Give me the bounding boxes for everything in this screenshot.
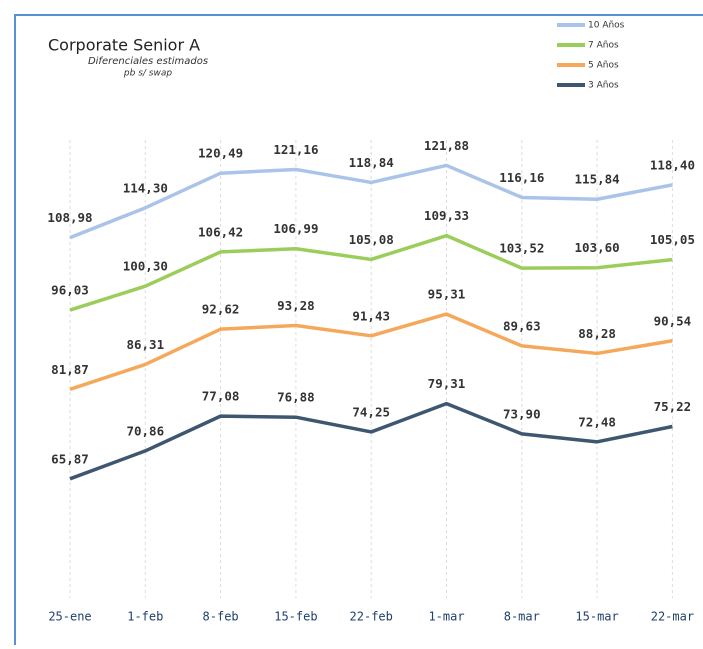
data-label: 72,48 bbox=[578, 414, 616, 429]
legend-label: 5 Años bbox=[588, 61, 619, 71]
data-label: 115,84 bbox=[575, 172, 620, 187]
x-tick-label: 22-mar bbox=[651, 610, 694, 624]
data-label: 103,60 bbox=[575, 240, 620, 255]
data-label: 79,31 bbox=[428, 376, 466, 391]
series-line bbox=[69, 312, 673, 391]
data-label: 118,40 bbox=[650, 157, 695, 172]
legend-label: 10 Años bbox=[588, 21, 625, 31]
data-label: 106,42 bbox=[198, 224, 243, 239]
data-label: 74,25 bbox=[352, 404, 390, 419]
x-tick-label: 15-mar bbox=[575, 610, 618, 624]
data-label: 86,31 bbox=[126, 337, 164, 352]
data-label: 91,43 bbox=[352, 308, 390, 323]
x-tick-label: 22-feb bbox=[350, 610, 393, 624]
data-label: 105,08 bbox=[349, 232, 394, 247]
data-label: 108,98 bbox=[47, 210, 92, 225]
data-label: 121,88 bbox=[424, 138, 469, 153]
chart-subtitle: pb s/ swap bbox=[123, 69, 172, 79]
data-label: 103,52 bbox=[499, 241, 544, 256]
data-label: 75,22 bbox=[654, 399, 692, 414]
data-label: 116,16 bbox=[499, 170, 544, 185]
data-label: 65,87 bbox=[51, 451, 89, 466]
data-label: 109,33 bbox=[424, 208, 469, 223]
data-label: 88,28 bbox=[578, 326, 616, 341]
chart-title: Corporate Senior A bbox=[48, 36, 200, 55]
data-label: 105,05 bbox=[650, 232, 695, 247]
data-label: 90,54 bbox=[654, 313, 692, 328]
x-tick-label: 1-feb bbox=[127, 610, 163, 624]
x-tick-label: 15-feb bbox=[274, 610, 317, 624]
data-label: 120,49 bbox=[198, 146, 243, 161]
data-label: 121,16 bbox=[273, 142, 318, 157]
x-tick-label: 8-mar bbox=[504, 610, 540, 624]
data-label: 118,84 bbox=[349, 155, 394, 170]
data-label: 77,08 bbox=[202, 389, 240, 404]
data-label: 70,86 bbox=[126, 423, 164, 438]
x-tick-label: 8-feb bbox=[203, 610, 239, 624]
data-label: 95,31 bbox=[428, 287, 466, 302]
data-label: 81,87 bbox=[51, 362, 89, 377]
series-line bbox=[69, 401, 673, 481]
series-line bbox=[69, 163, 673, 240]
data-label: 89,63 bbox=[503, 318, 541, 333]
data-label: 73,90 bbox=[503, 406, 541, 421]
x-tick-label: 1-mar bbox=[428, 610, 464, 624]
legend-label: 3 Años bbox=[588, 81, 619, 91]
data-label: 114,30 bbox=[123, 180, 168, 195]
frame bbox=[14, 14, 703, 645]
x-tick-label: 25-ene bbox=[48, 610, 91, 624]
data-label: 93,28 bbox=[277, 298, 315, 313]
data-label: 76,88 bbox=[277, 390, 315, 405]
chart-subtitle: Diferenciales estimados bbox=[88, 56, 208, 67]
data-label: 106,99 bbox=[273, 221, 318, 236]
data-label: 92,62 bbox=[202, 302, 240, 317]
data-label: 96,03 bbox=[51, 283, 89, 298]
data-label: 100,30 bbox=[123, 259, 168, 274]
series-line bbox=[69, 233, 673, 312]
legend-label: 7 Años bbox=[588, 41, 619, 51]
